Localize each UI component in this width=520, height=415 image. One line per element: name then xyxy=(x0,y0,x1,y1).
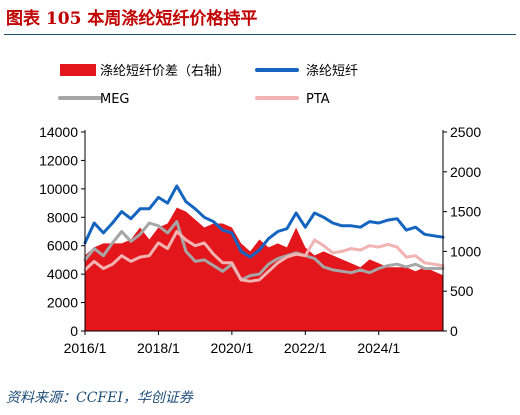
y-right-tick-label: 2000 xyxy=(450,164,481,180)
title-divider xyxy=(4,34,516,35)
line-series-layer xyxy=(83,184,445,283)
x-tick-label: 2020/1 xyxy=(210,340,253,356)
y-left-tick-label: 14000 xyxy=(39,124,78,140)
legend-label: 涤纶短纤 xyxy=(306,64,358,79)
legend: 涤纶短纤价差（右轴） 涤纶短纤 MEG PTA xyxy=(58,64,358,107)
y-right-tick-label: 0 xyxy=(450,323,458,339)
source-note: 资料来源：CCFEI，华创证券 xyxy=(6,390,193,406)
y-right-tick-label: 500 xyxy=(450,283,474,299)
y-left-tick-label: 10000 xyxy=(39,181,78,197)
y-right-tick-label: 1500 xyxy=(450,204,481,220)
x-tick-label: 2024/1 xyxy=(357,340,400,356)
staple-fiber-line xyxy=(83,184,445,259)
y-left-tick-label: 2000 xyxy=(47,295,78,311)
x-tick-label: 2016/1 xyxy=(64,340,107,356)
y-left-tick-label: 8000 xyxy=(47,209,78,225)
legend-label: 涤纶短纤价差（右轴） xyxy=(100,64,230,79)
chart-canvas: 涤纶短纤价差（右轴） 涤纶短纤 MEG PTA 0 2000 4000 6000 8000 10… xyxy=(39,64,481,356)
y-right-tick-label: 2500 xyxy=(450,124,481,140)
y-left-tick-label: 6000 xyxy=(47,238,78,254)
y-left-tick-label: 4000 xyxy=(47,266,78,282)
axes-layer: 0 2000 4000 6000 8000 10000 12000 14000 0 500 1000… xyxy=(39,124,481,356)
meg-line xyxy=(83,220,445,282)
legend-swatch-spread xyxy=(60,64,96,76)
legend-label: MEG xyxy=(100,92,130,107)
pta-line xyxy=(83,230,445,283)
x-tick-label: 2018/1 xyxy=(137,340,180,356)
x-tick-label: 2022/1 xyxy=(284,340,327,356)
y-left-tick-label: 12000 xyxy=(39,152,78,168)
legend-label: PTA xyxy=(306,92,330,107)
figure-title: 图表 105 本周涤纶短纤价格持平 xyxy=(6,9,258,29)
y-left-tick-label: 0 xyxy=(70,323,78,339)
y-right-tick-label: 1000 xyxy=(450,243,481,259)
